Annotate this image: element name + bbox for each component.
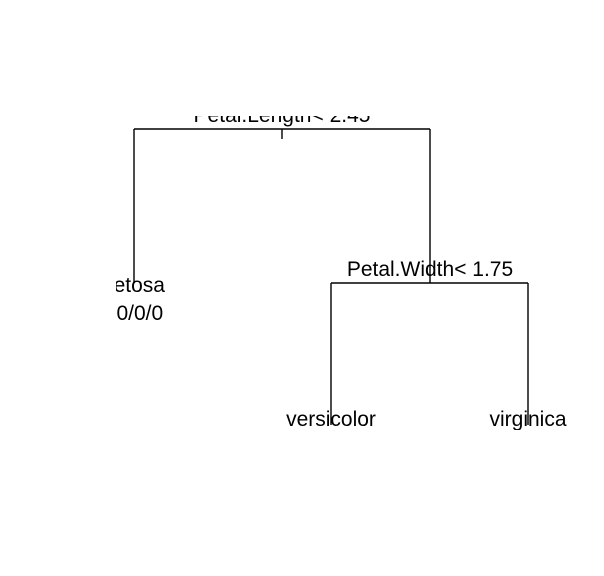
petal-width-split-label: Petal.Width< 1.75 (347, 258, 513, 281)
leaf-setosa-counts: 50/0/0 (105, 302, 163, 325)
leaf-setosa-class: setosa (103, 274, 165, 297)
root-split-label: Petal.Length< 2.45 (194, 104, 371, 127)
leaf-versicolor-class: versicolor (286, 408, 376, 431)
root-split-bracket (133, 128, 431, 283)
petal-width-split-bracket (330, 282, 529, 425)
leaf-virginica-class: virginica (489, 408, 566, 431)
